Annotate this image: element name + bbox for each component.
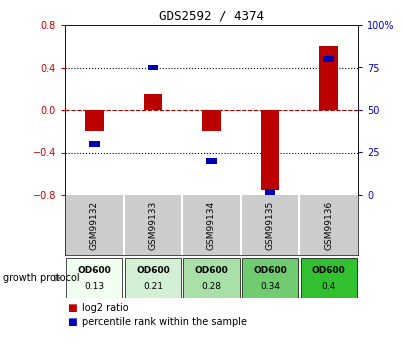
Title: GDS2592 / 4374: GDS2592 / 4374 bbox=[159, 9, 264, 22]
Bar bbox=[85, 110, 104, 131]
Bar bbox=[143, 94, 162, 110]
Text: OD600: OD600 bbox=[136, 266, 170, 275]
Bar bbox=[202, 110, 221, 131]
Text: log2 ratio: log2 ratio bbox=[82, 303, 129, 313]
Text: OD600: OD600 bbox=[195, 266, 229, 275]
Bar bbox=[206, 158, 217, 164]
Text: GSM99134: GSM99134 bbox=[207, 200, 216, 249]
Bar bbox=[301, 258, 357, 298]
Text: OD600: OD600 bbox=[312, 266, 346, 275]
Text: 0.4: 0.4 bbox=[322, 282, 336, 291]
Text: 0.13: 0.13 bbox=[84, 282, 104, 291]
Text: 0.34: 0.34 bbox=[260, 282, 280, 291]
Text: ■: ■ bbox=[68, 303, 81, 313]
Text: growth protocol: growth protocol bbox=[3, 273, 80, 283]
Text: GSM99132: GSM99132 bbox=[90, 200, 99, 249]
Text: GSM99135: GSM99135 bbox=[266, 200, 274, 250]
Bar bbox=[261, 110, 279, 190]
Bar bbox=[125, 258, 181, 298]
Text: OD600: OD600 bbox=[253, 266, 287, 275]
Text: percentile rank within the sample: percentile rank within the sample bbox=[82, 317, 247, 327]
Bar bbox=[324, 56, 334, 62]
Bar bbox=[183, 258, 240, 298]
Bar bbox=[89, 141, 100, 147]
Text: GSM99133: GSM99133 bbox=[148, 200, 158, 250]
Bar bbox=[147, 65, 158, 70]
Text: 0.21: 0.21 bbox=[143, 282, 163, 291]
Text: 0.28: 0.28 bbox=[202, 282, 222, 291]
Text: ■: ■ bbox=[68, 317, 81, 327]
Bar bbox=[242, 258, 298, 298]
Text: OD600: OD600 bbox=[77, 266, 111, 275]
Text: GSM99136: GSM99136 bbox=[324, 200, 333, 250]
Bar bbox=[66, 258, 123, 298]
Bar bbox=[265, 189, 275, 195]
Bar bbox=[319, 46, 338, 110]
